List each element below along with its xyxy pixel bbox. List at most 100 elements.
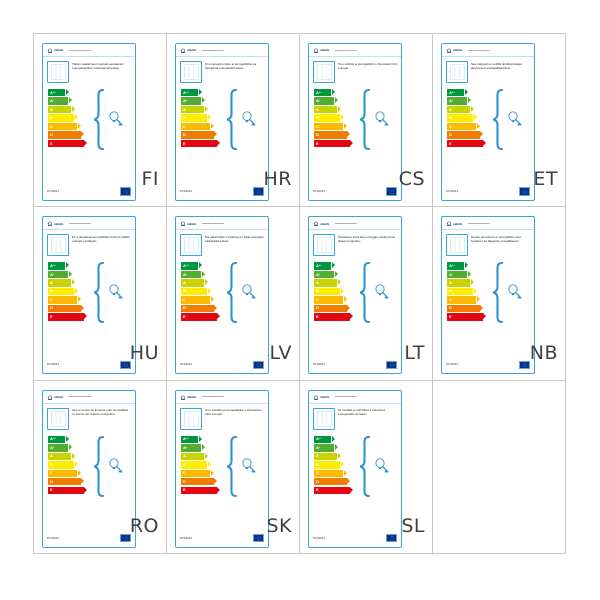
energy-scale: A ++ A + A B C D E — [176, 258, 268, 324]
energy-class-bar: E — [48, 139, 87, 148]
energy-class-label: B — [316, 288, 319, 294]
label-cell-empty — [433, 380, 566, 554]
label-cell-cs: vidaXL 40385/40390/40391 Toto svítidlo je … — [300, 34, 433, 208]
energy-class-bar: C — [314, 122, 348, 131]
curly-brace-icon — [93, 89, 131, 151]
curly-brace-icon — [359, 89, 397, 151]
regulation-number: 874/2012 — [47, 535, 60, 540]
energy-class-label: A — [50, 271, 53, 277]
card-footer: 874/2012 — [176, 533, 268, 547]
energy-class-label: C — [449, 296, 452, 302]
brand-name: vidaXL — [320, 48, 330, 53]
curly-brace-icon — [93, 435, 131, 497]
curly-brace-icon — [359, 435, 397, 497]
energy-class-label: A — [50, 98, 53, 104]
energy-class-bars: A ++ A + A B C D E — [314, 89, 353, 149]
energy-class-label: A — [183, 279, 186, 285]
card-footer: 874/2012 — [176, 186, 268, 200]
brand-logo: vidaXL — [313, 48, 330, 54]
model-codes: 40385/40390/40391 — [68, 49, 91, 52]
energy-label-card[interactable]: vidaXL 40385/40390/40391 Šis gaismeklis ir… — [175, 216, 269, 375]
energy-class-bars: A ++ A + A B C D E — [181, 89, 220, 149]
card-header: vidaXL 40385/40390/40391 — [176, 391, 268, 404]
brand-logo: vidaXL — [47, 221, 64, 227]
card-description-row: Denne armaturen er kompatibel med lyspær… — [442, 230, 534, 258]
energy-scale: A ++ A + A B C D E — [176, 432, 268, 497]
energy-label-card[interactable]: vidaXL 40385/40390/40391 Ta svetilka je zd… — [308, 389, 402, 548]
energy-scale: A ++ A + A B C D E — [176, 85, 268, 151]
energy-class-label: A — [50, 453, 53, 459]
brand-name: vidaXL — [54, 48, 64, 53]
energy-class-label: D — [449, 305, 452, 311]
energy-class-bar: D — [48, 304, 84, 313]
energy-class-label: B — [316, 115, 319, 121]
card-description-row: Šis gaismeklis ir saderīgs ar šādu enerģ… — [176, 230, 268, 258]
language-code: LT — [404, 341, 425, 364]
vidaxl-mark-icon — [180, 221, 186, 227]
energy-class-bar: A — [314, 279, 342, 287]
label-cell-lv: vidaXL 40385/40390/40391 Šis gaismeklis ir… — [167, 207, 300, 381]
card-description-row: Ta svetilka je združljiva z žarnicami en… — [309, 404, 401, 432]
brand-logo: vidaXL — [47, 48, 64, 54]
energy-class-bar: A ++ — [314, 435, 335, 444]
energy-class-bar: D — [447, 304, 483, 313]
energy-class-label: E — [449, 313, 452, 319]
eu-flag-icon — [120, 360, 131, 369]
energy-class-bar: E — [181, 139, 220, 148]
energy-label-card[interactable]: vidaXL 40385/40390/40391 Toto svietidlo je… — [175, 389, 269, 548]
compatibility-text: Toto svítidlo je kompatibilní s žárovkam… — [338, 61, 397, 70]
card-footer: 874/2012 — [442, 186, 534, 200]
energy-class-bar: D — [447, 131, 483, 139]
energy-label-card[interactable]: vidaXL 40385/40390/40391 Acest corpuri de … — [42, 389, 136, 548]
energy-class-label: A — [50, 444, 53, 450]
energy-class-bar: C — [48, 296, 82, 304]
energy-label-card[interactable]: vidaXL 40385/40390/40391 Ez a lámpatest ko… — [42, 216, 136, 375]
energy-class-bar: D — [314, 478, 350, 486]
energy-label-card[interactable]: vidaXL 40385/40390/40391 Ovo rasvjetno tij… — [175, 43, 269, 201]
energy-class-bar: E — [314, 313, 353, 321]
eu-flag-icon — [386, 187, 397, 196]
language-code: FI — [141, 168, 159, 191]
energy-class-label: E — [449, 140, 452, 146]
energy-class-bar: A + — [48, 97, 72, 105]
vidaxl-mark-icon — [313, 48, 319, 54]
card-description-row: Acest corpuri de iluminat sunt compatibi… — [43, 404, 135, 432]
energy-label-card[interactable]: vidaXL 40385/40390/40391 See valgusti on s… — [441, 43, 535, 201]
energy-label-card[interactable]: vidaXL 40385/40390/40391 Šviestuvui tinka … — [308, 216, 402, 375]
energy-class-label: E — [316, 313, 319, 319]
regulation-number: 874/2012 — [446, 189, 459, 194]
energy-class-label: A — [50, 263, 53, 269]
energy-class-label: C — [50, 123, 53, 129]
language-code: SK — [266, 514, 292, 537]
energy-class-bars: A ++ A + A B C D E — [314, 262, 353, 322]
vidaxl-mark-icon — [180, 395, 186, 401]
card-description-row: Ez a lámpatest kompatibilis izzók az alá… — [43, 230, 135, 258]
eu-flag-icon — [253, 534, 264, 543]
vidaxl-mark-icon — [47, 395, 53, 401]
energy-class-label: B — [50, 115, 53, 121]
vidaxl-mark-icon — [446, 48, 452, 54]
card-footer: 874/2012 — [442, 359, 534, 373]
energy-scale: A ++ A + A B C D E — [309, 258, 401, 324]
energy-class-label: A — [316, 263, 319, 269]
energy-class-bar: A + — [447, 97, 471, 105]
energy-class-bar: B — [314, 114, 345, 122]
energy-class-label: C — [183, 296, 186, 302]
energy-class-label: A — [316, 106, 319, 112]
model-codes: 40385/40390/40391 — [68, 396, 91, 399]
brand-logo: vidaXL — [313, 395, 330, 401]
energy-class-label: A — [449, 89, 452, 95]
energy-label-card[interactable]: vidaXL 40385/40390/40391 Tähän valaisimeen… — [42, 43, 136, 201]
lamp-shade-icon — [313, 234, 335, 257]
energy-class-label: A — [183, 453, 186, 459]
eu-flag-icon — [386, 534, 397, 543]
energy-class-label: B — [50, 288, 53, 294]
energy-label-card[interactable]: vidaXL 40385/40390/40391 Toto svítidlo je … — [308, 43, 402, 201]
compatibility-text: Toto svietidlo je kompatibilné s žiarovk… — [205, 408, 262, 417]
card-header: vidaXL 40385/40390/40391 — [442, 217, 534, 231]
energy-class-bars: A ++ A + A B C D E — [48, 89, 87, 149]
energy-class-label: A — [50, 436, 53, 442]
energy-class-bar: D — [181, 131, 217, 139]
energy-scale: A ++ A + A B C D E — [442, 258, 534, 324]
energy-label-card[interactable]: vidaXL 40385/40390/40391 Denne armaturen e… — [441, 216, 535, 375]
